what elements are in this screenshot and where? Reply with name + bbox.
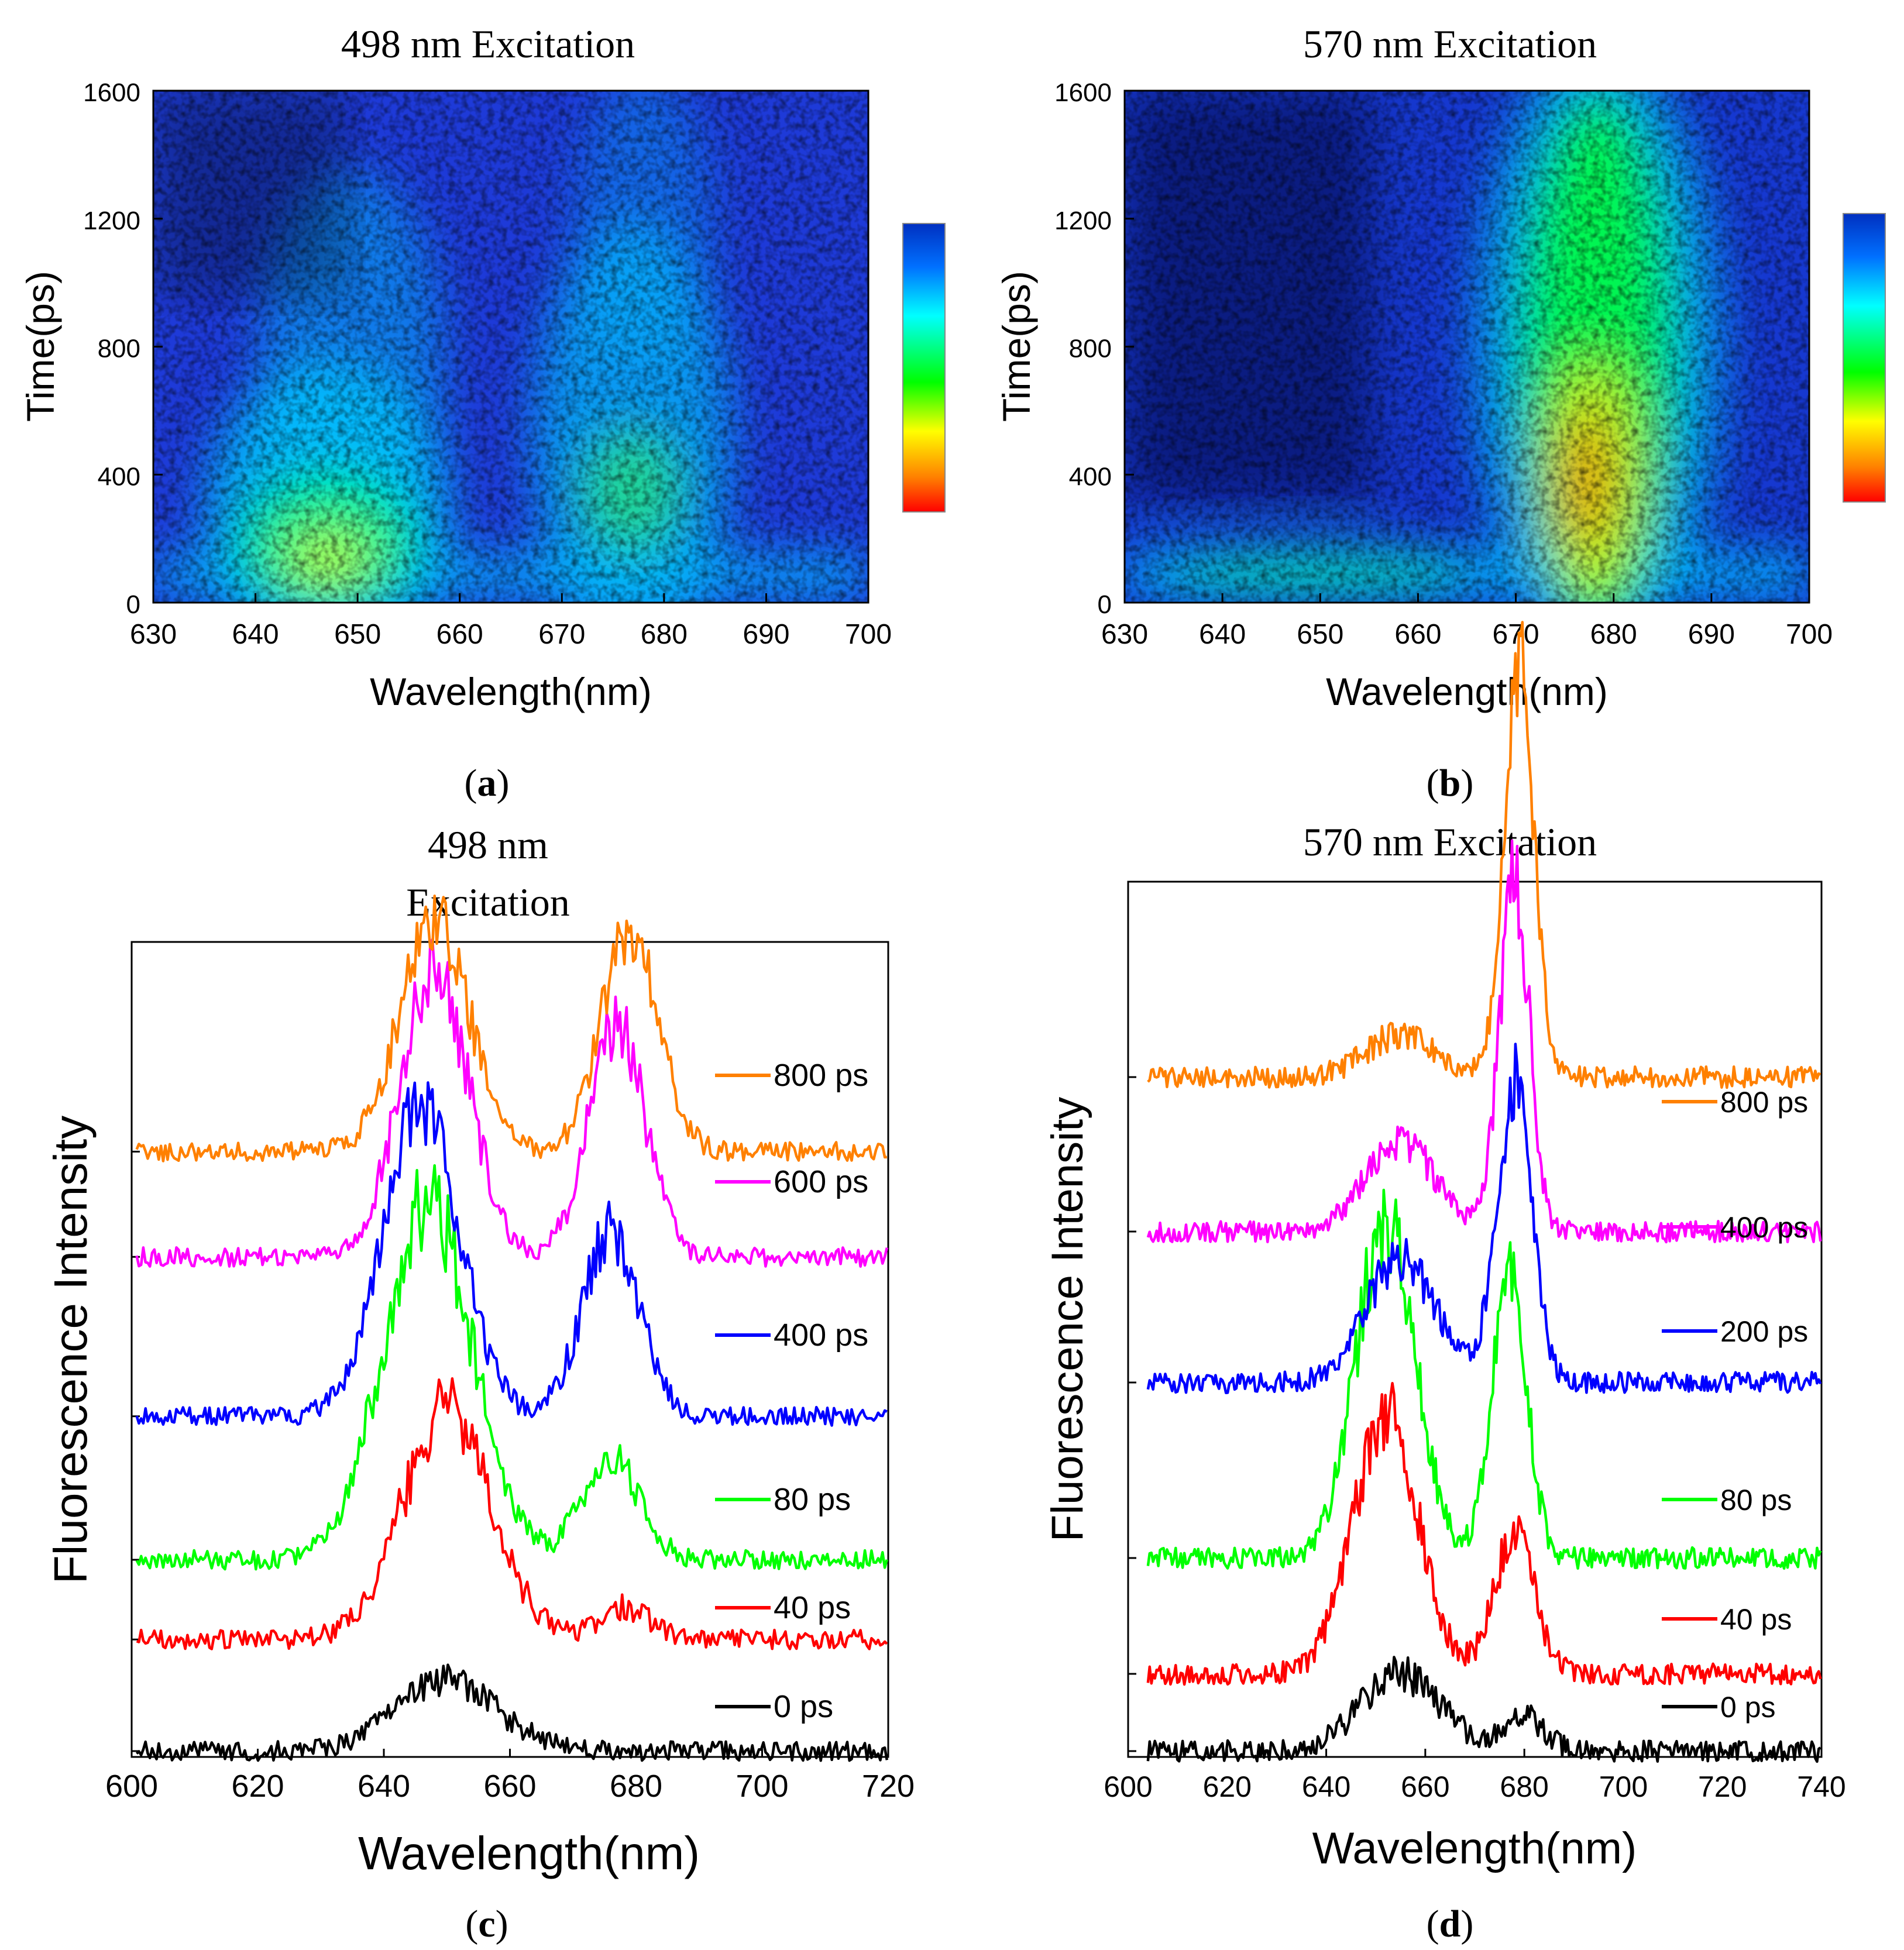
y-tick-label: 1600 xyxy=(83,78,140,107)
colorbar-a xyxy=(902,223,946,513)
y-tick-label: 0 xyxy=(126,590,140,619)
x-tick-label: 620 xyxy=(1203,1770,1252,1803)
heatmap-b-xlabel: Wavelength(nm) xyxy=(1326,670,1608,713)
x-tick-label: 630 xyxy=(1101,619,1148,650)
legend-label: 200 ps xyxy=(1720,1315,1808,1348)
legend-label: 80 ps xyxy=(774,1482,851,1517)
y-tick-label: 800 xyxy=(98,335,140,363)
x-tick-label: 690 xyxy=(1688,619,1735,650)
panel-a-label: (a) xyxy=(465,762,510,804)
plot-d-ylabel: Fluorescence Intensity xyxy=(1043,1097,1092,1542)
panel-a-title: 498 nm Excitation xyxy=(341,22,635,66)
series-line xyxy=(136,1377,888,1650)
series-line xyxy=(135,1081,888,1427)
y-tick-label: 800 xyxy=(1069,335,1112,363)
y-tick-label: 1200 xyxy=(1054,207,1112,235)
panel-d-label: (d) xyxy=(1427,1903,1474,1945)
x-tick-label: 640 xyxy=(1302,1770,1350,1803)
x-tick-label: 600 xyxy=(105,1769,158,1804)
x-tick-label: 700 xyxy=(1599,1770,1648,1803)
plot-c: 600 620 640 660 680 700 720 0 ps 40 ps 80 ps 400 p… xyxy=(105,895,915,1804)
y-tick-label: 0 xyxy=(1098,590,1112,619)
heatmap-b-ylabel: Time(ps) xyxy=(995,271,1038,422)
legend-label: 400 ps xyxy=(1720,1211,1808,1244)
series-line xyxy=(135,1164,888,1571)
series-line xyxy=(1146,1188,1822,1570)
heatmap-b xyxy=(1125,91,1809,603)
x-tick-label: 700 xyxy=(736,1769,788,1804)
legend-label: 0 ps xyxy=(1720,1691,1776,1724)
x-tick-label: 690 xyxy=(743,619,789,650)
series-line xyxy=(1147,621,1821,1089)
legend-label: 40 ps xyxy=(774,1590,851,1625)
series-line xyxy=(135,938,888,1268)
series-line xyxy=(135,895,887,1163)
x-tick-label: 700 xyxy=(845,619,892,650)
panel-b: 570 nm Excitation 630 640 650 660 670 680 690 7… xyxy=(995,22,1886,804)
series-line xyxy=(1146,1382,1822,1686)
legend-label: 600 ps xyxy=(774,1164,868,1199)
x-tick-label: 660 xyxy=(1394,619,1441,650)
x-tick-label: 680 xyxy=(1590,619,1637,650)
plot-c-xlabel: Wavelength(nm) xyxy=(358,1827,700,1879)
legend-label: 800 ps xyxy=(1720,1086,1808,1119)
series-line xyxy=(1146,1656,1821,1763)
plot-d-frame xyxy=(1127,881,1823,1758)
x-tick-label: 740 xyxy=(1797,1770,1845,1803)
x-tick-label: 620 xyxy=(231,1769,284,1804)
legend-label: 80 ps xyxy=(1720,1484,1792,1516)
x-tick-label: 600 xyxy=(1104,1770,1152,1803)
panel-c: 498 nm Excitation 600 620 640 660 680 700 720 0… xyxy=(44,823,915,1945)
x-tick-label: 670 xyxy=(538,619,585,650)
x-tick-label: 700 xyxy=(1786,619,1833,650)
x-tick-label: 720 xyxy=(862,1769,915,1804)
x-tick-label: 650 xyxy=(1297,619,1343,650)
x-tick-label: 680 xyxy=(610,1769,662,1804)
panel-c-title-line1: 498 nm xyxy=(428,823,548,867)
y-tick-label: 1600 xyxy=(1054,78,1112,107)
x-tick-label: 650 xyxy=(334,619,381,650)
y-tick-label: 400 xyxy=(1069,462,1112,491)
legend-label: 40 ps xyxy=(1720,1603,1792,1636)
panel-d-title: 570 nm Excitation xyxy=(1303,820,1597,864)
series-line xyxy=(1146,839,1822,1244)
axes-b: 630 640 650 660 670 680 690 700 0 400 800 1200 1600 xyxy=(1054,78,1833,650)
x-tick-label: 680 xyxy=(641,619,688,650)
panel-c-title-line2: Excitation xyxy=(406,880,569,924)
x-tick-label: 640 xyxy=(232,619,279,650)
panel-c-label: (c) xyxy=(465,1903,508,1945)
y-tick-label: 400 xyxy=(98,462,140,491)
panel-d: 570 nm Excitation 600 620 640 660 680 700 720 7… xyxy=(1043,621,1846,1945)
panel-b-label: (b) xyxy=(1427,762,1474,804)
x-tick-label: 720 xyxy=(1698,1770,1747,1803)
panel-b-title: 570 nm Excitation xyxy=(1303,22,1597,66)
legend-label: 0 ps xyxy=(774,1689,833,1724)
plot-d: 600 620 640 660 680 700 720 740 0 ps 40 ps 80 ps 20… xyxy=(1104,621,1846,1803)
x-tick-label: 640 xyxy=(1199,619,1246,650)
colorbar-b xyxy=(1843,213,1886,503)
plot-d-xlabel: Wavelength(nm) xyxy=(1312,1824,1637,1873)
heatmap-a-xlabel: Wavelength(nm) xyxy=(370,670,652,713)
x-tick-label: 660 xyxy=(483,1769,536,1804)
heatmap-a-ylabel: Time(ps) xyxy=(19,271,62,422)
axes-a: 630 640 650 660 670 680 690 700 0 400 800 1200 1600 xyxy=(83,78,892,650)
panel-a: 498 nm Excitation 630 640 650 660 670 680 690 7… xyxy=(19,22,946,804)
legend-label: 800 ps xyxy=(774,1058,868,1093)
y-tick-label: 1200 xyxy=(83,207,140,235)
series-line xyxy=(1146,1043,1822,1394)
heatmap-a xyxy=(153,91,868,603)
plot-c-ylabel: Fluorescence Intensity xyxy=(44,1116,97,1584)
x-tick-label: 670 xyxy=(1493,619,1539,650)
x-tick-label: 680 xyxy=(1500,1770,1548,1803)
x-tick-label: 660 xyxy=(437,619,483,650)
legend-label: 400 ps xyxy=(774,1318,868,1353)
x-tick-label: 640 xyxy=(358,1769,410,1804)
x-tick-label: 630 xyxy=(130,619,177,650)
series-line xyxy=(135,1663,889,1762)
x-tick-label: 660 xyxy=(1401,1770,1449,1803)
